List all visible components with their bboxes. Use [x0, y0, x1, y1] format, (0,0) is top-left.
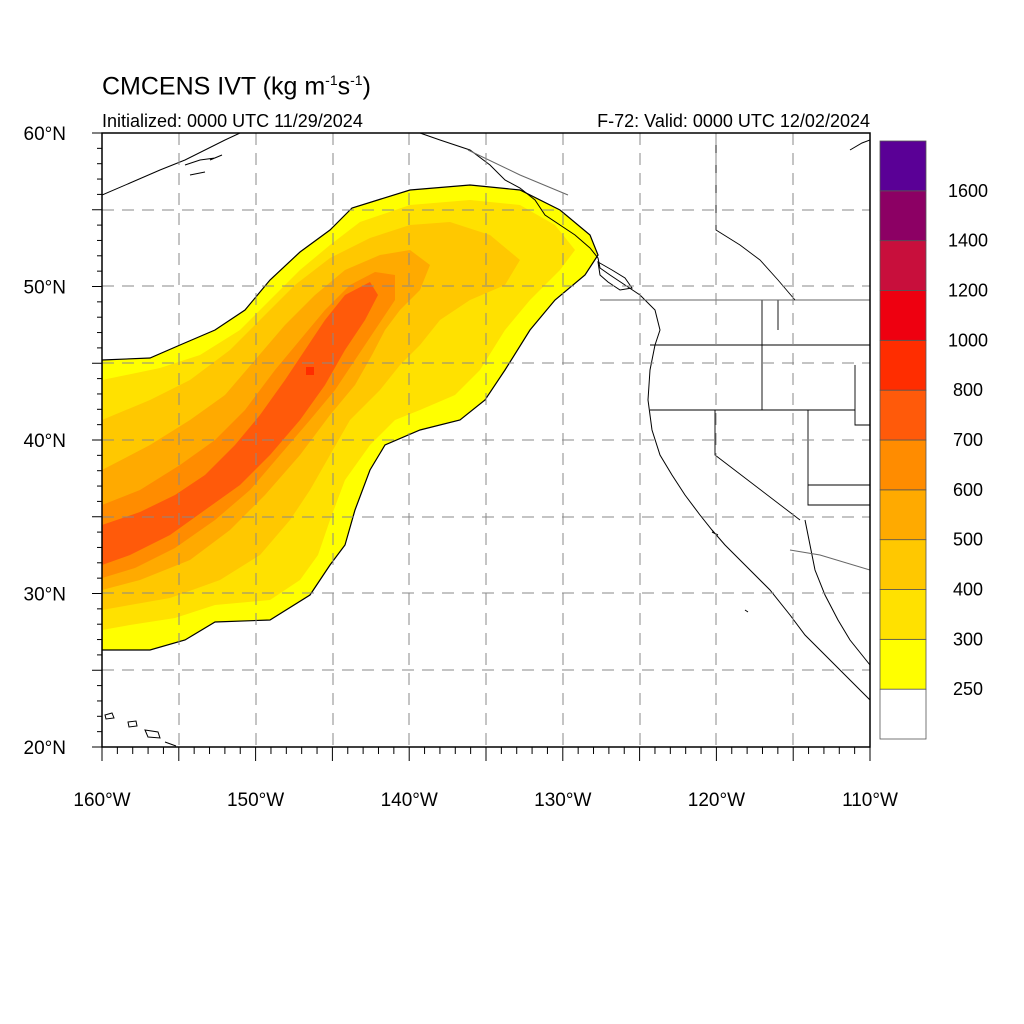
channel-islands — [711, 531, 749, 613]
initialized-label: Initialized: 0000 UTC 11/29/2024 — [102, 111, 363, 131]
graticule — [102, 133, 870, 747]
hawaii-islands — [104, 712, 177, 747]
lat-tick-label: 20°N — [24, 738, 66, 759]
colorbar-label: 800 — [953, 380, 983, 400]
colorbar-label: 600 — [953, 480, 983, 500]
axis-labels: 160°W 150°W 140°W 130°W 120°W 110°W 20°N 30°N 40… — [24, 124, 898, 811]
lat-tick-label: 40°N — [24, 431, 66, 452]
ivt-peak-cell — [306, 367, 314, 375]
colorbar-label: 500 — [953, 530, 983, 550]
colorbar-label: 1600 — [948, 181, 988, 201]
chart-title: CMCENS IVT (kg m-1s-1) — [102, 72, 371, 101]
vancouver-island — [597, 261, 633, 291]
canada-us-border — [467, 149, 870, 301]
colorbar-label: 250 — [953, 679, 983, 699]
colorbar-swatch — [879, 190, 927, 242]
nw-corner-islands — [849, 139, 870, 151]
colorbar-swatch — [879, 589, 927, 640]
gulf-of-california-coast — [804, 519, 870, 666]
colorbar-label: 700 — [953, 430, 983, 450]
ivt-plume — [102, 184, 599, 651]
colorbar-swatch — [879, 489, 927, 541]
colorbar-swatch — [879, 389, 927, 441]
lat-tick-label: 60°N — [24, 124, 66, 145]
alaska-peninsula — [102, 133, 241, 196]
ivt-contour-700 — [102, 282, 378, 565]
colorbar-swatch — [879, 439, 927, 491]
colorbar-swatch — [879, 638, 927, 690]
lon-tick-label: 110°W — [842, 790, 898, 811]
colorbar-label: 300 — [953, 629, 983, 649]
lon-tick-label: 150°W — [227, 790, 284, 811]
lon-tick-label: 160°W — [73, 790, 130, 811]
mexico-border — [789, 549, 870, 571]
lon-tick-label: 120°W — [688, 790, 745, 811]
us-west-coast — [647, 344, 870, 701]
lon-tick-label: 130°W — [534, 790, 591, 811]
colorbar-swatch — [879, 290, 927, 341]
lat-tick-label: 50°N — [24, 278, 66, 299]
aleutian-islands — [184, 154, 223, 176]
colorbar-swatch — [879, 539, 927, 590]
colorbar-label: 1400 — [948, 231, 988, 251]
lon-tick-label: 140°W — [381, 790, 438, 811]
colorbar-swatch — [879, 688, 927, 740]
colorbar: 250 300 400 500 600 700 800 1000 1200 1400 1600 — [879, 140, 988, 740]
valid-time-label: F-72: Valid: 0000 UTC 12/02/2024 — [597, 111, 870, 131]
colorbar-swatch — [879, 339, 927, 391]
lat-tick-label: 30°N — [24, 585, 66, 606]
colorbar-swatch — [879, 140, 927, 192]
colorbar-label: 1000 — [948, 330, 988, 350]
colorbar-label: 1200 — [948, 281, 988, 301]
axis-ticks — [92, 132, 871, 761]
colorbar-label: 400 — [953, 580, 983, 600]
colorbar-swatch — [879, 240, 927, 291]
